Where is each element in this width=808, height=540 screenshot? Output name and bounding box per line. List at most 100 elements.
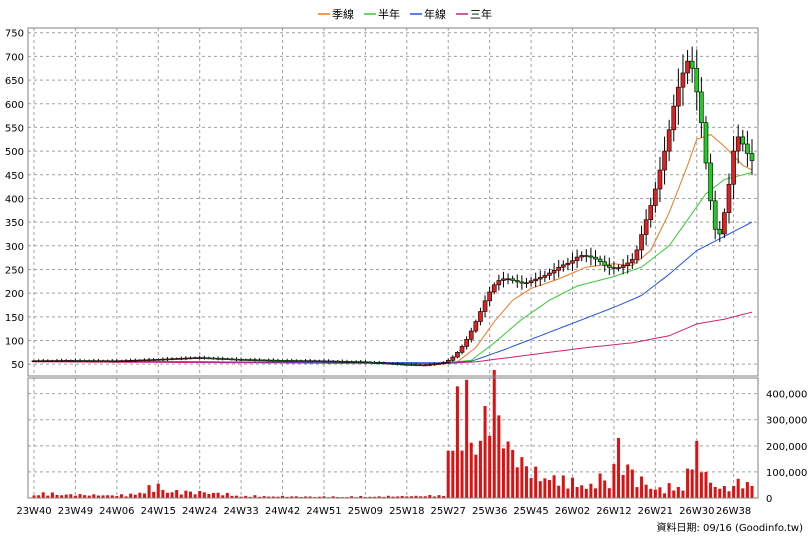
volume-bar: [497, 415, 501, 498]
volume-bar: [561, 475, 565, 498]
candle-up: [639, 234, 644, 251]
volume-bar: [603, 480, 607, 498]
candle-up: [455, 352, 460, 358]
volume-bar: [640, 476, 644, 498]
volume-bar: [276, 496, 280, 498]
volume-bar: [750, 485, 754, 498]
candle-up: [31, 360, 37, 363]
candle-down: [708, 162, 713, 202]
candle-up: [560, 264, 566, 268]
volume-bar: [690, 469, 694, 498]
candle-down: [243, 359, 249, 361]
candle-down: [717, 228, 723, 235]
candle-up: [165, 358, 170, 361]
candle-up: [436, 363, 442, 365]
candle-up: [188, 357, 193, 360]
volume-tick-label: 0: [766, 494, 772, 505]
volume-bar: [244, 495, 248, 498]
price-tick-label: 100: [5, 336, 24, 347]
candle-up: [54, 360, 60, 362]
candle-down: [376, 362, 382, 364]
volume-bar: [722, 485, 726, 498]
candle-down: [740, 136, 746, 145]
candle-down: [749, 153, 755, 161]
volume-bar: [37, 495, 41, 498]
volume-bar: [142, 493, 146, 498]
volume-bar: [598, 473, 602, 498]
volume-bar: [156, 483, 160, 498]
candle-down: [510, 278, 515, 281]
volume-bar: [543, 478, 547, 498]
candle-down: [109, 360, 115, 363]
volume-bar: [566, 488, 570, 498]
candle-up: [662, 150, 667, 171]
volume-bar: [442, 495, 446, 498]
volume-bar: [432, 496, 436, 498]
volume-bar: [60, 495, 64, 498]
candle-up: [542, 275, 548, 278]
candle-up: [119, 360, 124, 362]
candle-down: [689, 60, 695, 69]
volume-bar: [736, 478, 740, 498]
candle-up: [422, 364, 428, 367]
candle-up: [50, 360, 55, 362]
volume-bar: [248, 496, 252, 498]
volume-bar: [165, 492, 169, 498]
volume-bar: [322, 496, 326, 498]
candle-down: [418, 364, 423, 367]
candle-up: [634, 249, 640, 260]
candle-down: [363, 361, 368, 364]
candle-up: [726, 183, 732, 213]
grid: [28, 28, 758, 498]
candle-up: [427, 364, 433, 366]
candle-up: [174, 358, 179, 360]
volume-bar: [170, 492, 174, 498]
candle-down: [611, 267, 617, 269]
volume-bar: [676, 486, 680, 498]
legend-label-3: 三年: [470, 7, 492, 21]
price-tick-label: 300: [5, 242, 24, 253]
candle-down: [399, 363, 405, 366]
axes: 50 100 150 200 250 300 350 400 450 500 550 600 650 70…: [5, 29, 807, 517]
candlesticks: [31, 46, 755, 367]
candle-up: [128, 359, 133, 362]
candle-up: [68, 360, 74, 362]
volume-bar: [96, 495, 100, 498]
volume-bar: [193, 494, 197, 498]
volume-bar: [271, 496, 275, 498]
volume-bar: [92, 494, 96, 498]
candle-down: [349, 361, 354, 363]
candle-up: [505, 278, 511, 281]
volume-bar: [391, 496, 395, 498]
volume-bar: [644, 484, 648, 498]
volume-bar: [594, 488, 598, 498]
legend-label-1: 半年: [378, 7, 400, 21]
volume-bar: [409, 496, 413, 498]
ma-line-1: [34, 171, 753, 364]
volume-tick-label: 300,000: [766, 416, 807, 427]
candle-up: [450, 356, 456, 361]
volume-bar: [686, 468, 690, 498]
candle-down: [588, 255, 594, 258]
x-tick-label: 26W02: [555, 506, 590, 517]
x-tick-label: 25W09: [348, 506, 383, 517]
volume-bar: [230, 495, 234, 498]
volume-bar: [538, 481, 542, 498]
volume-bar: [621, 474, 625, 498]
volume-bar: [667, 483, 671, 498]
volume-bar: [465, 379, 469, 498]
volume-bar: [188, 491, 192, 498]
x-tick-label: 25W45: [513, 506, 548, 517]
volume-bar: [202, 492, 206, 498]
volume-bar: [575, 487, 579, 498]
candle-up: [653, 188, 658, 206]
volume-bar: [235, 495, 239, 498]
volume-bar: [267, 496, 271, 498]
volume-bar: [119, 494, 123, 498]
volume-bar: [239, 496, 243, 498]
volume-bar: [304, 496, 308, 498]
candle-down: [699, 91, 704, 123]
volume-bar: [161, 489, 165, 498]
candle-down: [335, 360, 341, 363]
candle-up: [137, 359, 143, 362]
